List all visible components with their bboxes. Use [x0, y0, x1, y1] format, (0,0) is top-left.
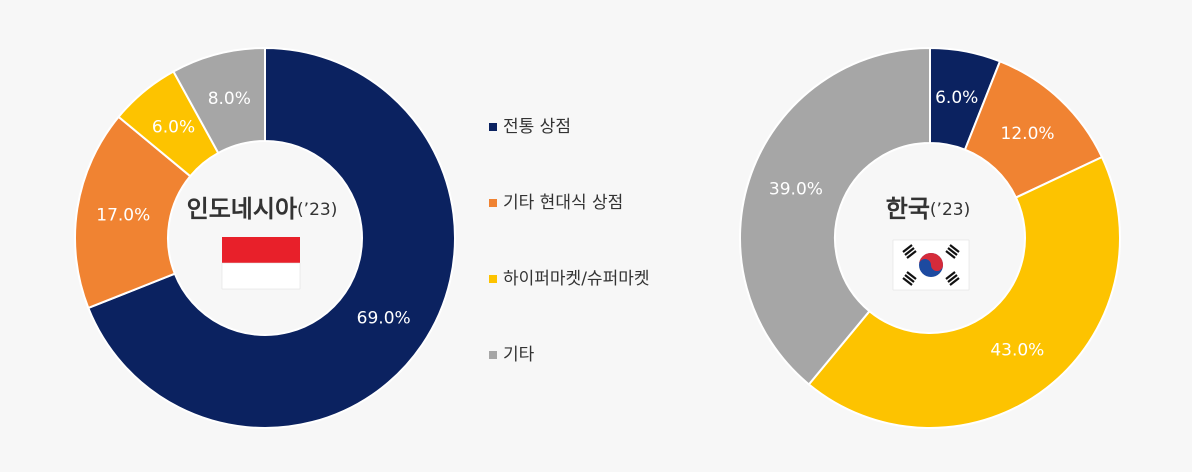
legend-swatch [489, 123, 497, 131]
period: (’23) [930, 200, 970, 220]
value-label: 12.0% [1001, 124, 1055, 144]
slice [87, 46, 456, 429]
center-title: 인도네시아(’23) [187, 195, 338, 223]
donut-korea: 6.0% 12.0% 43.0% 39.0% [739, 46, 1121, 429]
legend-swatch [489, 275, 497, 283]
title: 한국 [886, 195, 930, 223]
slice [74, 115, 192, 310]
legend-label: 기타 [503, 345, 535, 365]
value-label: 6.0% [935, 88, 978, 108]
slice [739, 46, 931, 386]
legend-swatch [489, 199, 497, 207]
title: 인도네시아 [187, 195, 297, 223]
value-label: 17.0% [96, 206, 150, 226]
legend-label: 하이퍼마켓/슈퍼마켓 [503, 269, 650, 289]
period: (’23) [297, 200, 337, 220]
donut-indonesia: 69.0% 17.0% 6.0% 8.0% [74, 46, 456, 429]
value-label: 39.0% [769, 180, 823, 200]
value-label: 43.0% [990, 341, 1044, 361]
flag-indonesia [221, 237, 301, 290]
slice [172, 46, 266, 155]
slice [807, 155, 1121, 429]
center-title: 한국(’23) [886, 195, 970, 223]
legend-swatch [489, 351, 497, 359]
value-label: 6.0% [152, 117, 195, 137]
value-label: 8.0% [208, 89, 251, 109]
legend-label: 전통 상점 [503, 117, 571, 137]
value-label: 69.0% [357, 309, 411, 329]
flag-korea [892, 239, 970, 291]
legend-label: 기타 현대식 상점 [503, 193, 623, 213]
